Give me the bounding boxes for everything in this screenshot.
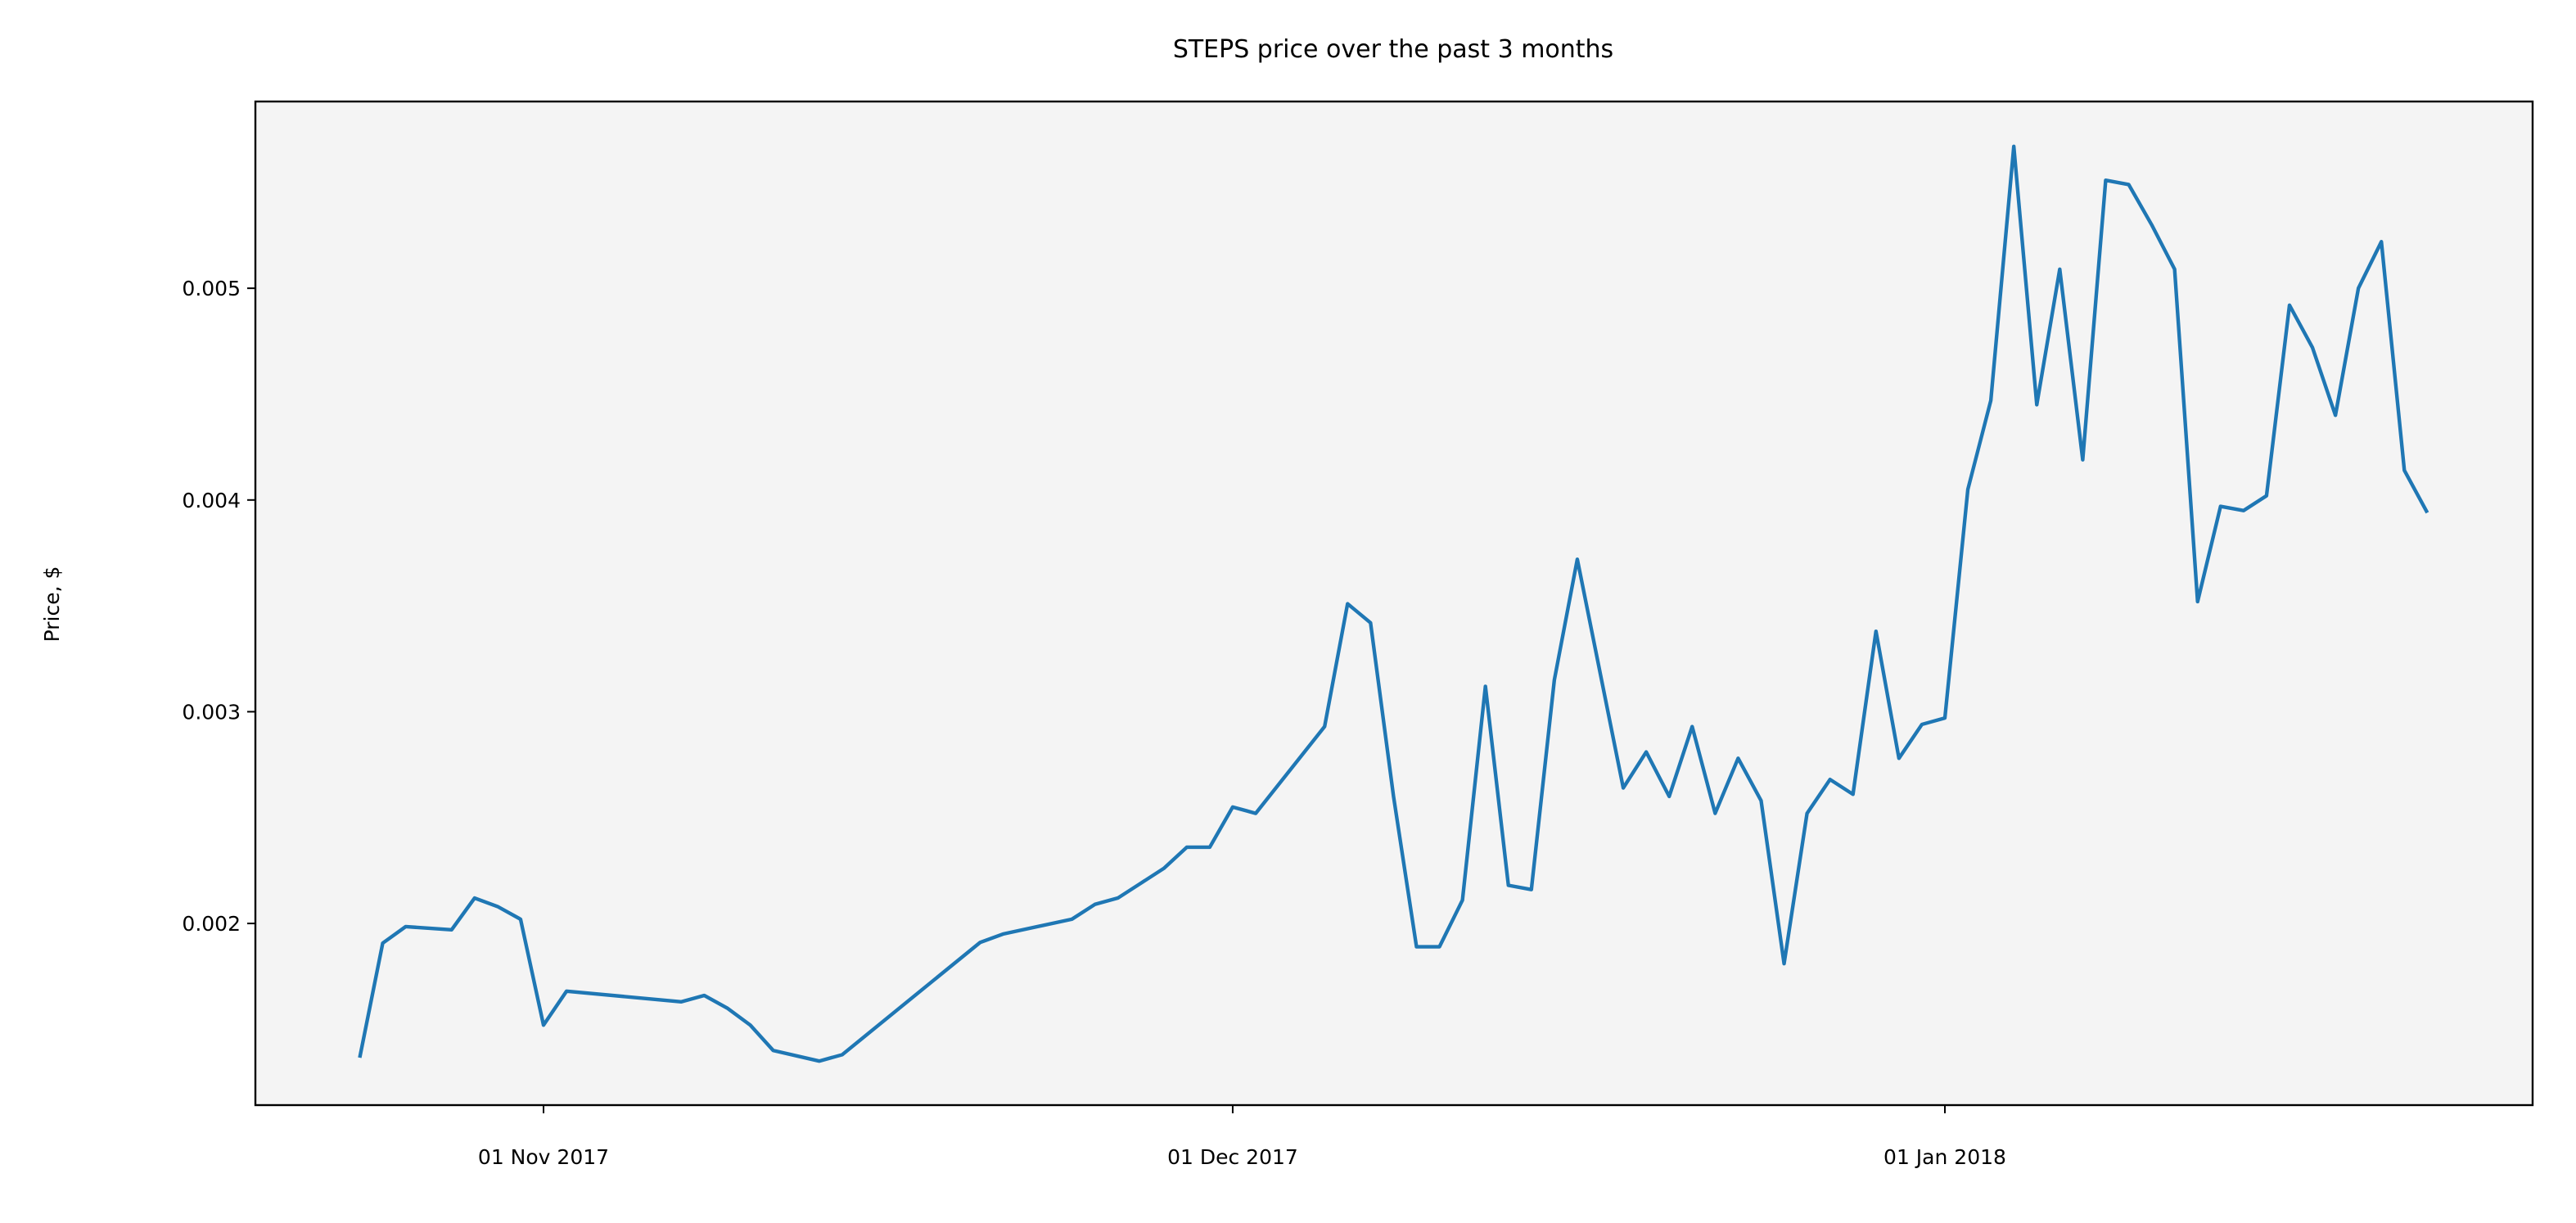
y-axis-label: Price, $ xyxy=(40,566,64,643)
chart-title: STEPS price over the past 3 months xyxy=(1173,35,1613,64)
plot-background xyxy=(255,102,2533,1105)
plot-frame xyxy=(254,100,2534,1107)
y-tick-label: 0.004 xyxy=(182,489,241,512)
x-tick-label: 01 Dec 2017 xyxy=(1167,1145,1298,1169)
y-tick-label: 0.003 xyxy=(182,700,241,724)
y-tick-label: 0.005 xyxy=(182,277,241,300)
x-tick-label: 01 Nov 2017 xyxy=(478,1145,609,1169)
price-line xyxy=(358,144,2429,1063)
y-tick-label: 0.002 xyxy=(182,912,241,936)
x-tick-label: 01 Jan 2018 xyxy=(1884,1145,2006,1169)
